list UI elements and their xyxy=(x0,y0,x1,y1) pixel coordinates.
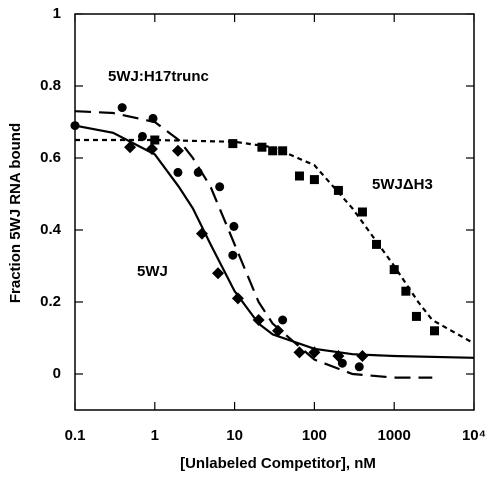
x-tick-label: 1000 xyxy=(378,427,411,444)
point xyxy=(357,207,367,217)
y-tick-label: 0.8 xyxy=(40,77,61,94)
point xyxy=(215,182,225,192)
point xyxy=(268,146,278,156)
series-label: 5WJΔH3 xyxy=(372,176,433,193)
point xyxy=(228,139,238,149)
point xyxy=(195,227,208,240)
point xyxy=(371,239,381,249)
y-tick-label: 0.4 xyxy=(40,221,62,238)
fit-line xyxy=(74,124,475,359)
point xyxy=(309,175,319,185)
point xyxy=(212,267,225,280)
x-tick-label: 1 xyxy=(151,427,159,444)
point xyxy=(229,221,239,231)
point xyxy=(252,314,265,326)
point xyxy=(228,250,238,260)
point xyxy=(193,167,203,177)
point xyxy=(337,358,347,368)
y-axis-label: Fraction 5WJ RNA bound xyxy=(7,123,24,303)
point xyxy=(401,286,411,296)
plot-frame xyxy=(74,13,475,411)
x-tick-label: 10⁴ xyxy=(462,427,486,444)
point xyxy=(333,185,343,195)
fit-line xyxy=(75,138,475,345)
point xyxy=(145,143,158,155)
point xyxy=(356,350,369,362)
x-tick-label: 10 xyxy=(226,427,243,444)
y-tick-label: 0.2 xyxy=(40,293,61,310)
x-tick-label: 0.1 xyxy=(65,427,86,444)
point xyxy=(389,265,399,275)
point xyxy=(117,103,127,113)
point xyxy=(148,113,158,123)
y-tick-label: 1 xyxy=(53,5,61,22)
point xyxy=(272,324,285,337)
series-label: 5WJ:H17trunc xyxy=(108,68,209,85)
point xyxy=(278,315,288,325)
point xyxy=(293,346,306,359)
series-label: 5WJ xyxy=(137,263,168,280)
point xyxy=(231,292,244,305)
x-tick-label: 100 xyxy=(302,427,327,444)
point xyxy=(278,146,288,156)
point xyxy=(171,144,184,157)
point xyxy=(308,346,321,359)
point xyxy=(294,171,304,181)
point xyxy=(257,142,267,152)
y-tick-label: 0 xyxy=(53,365,61,382)
point xyxy=(354,362,364,372)
point xyxy=(173,167,183,177)
point xyxy=(137,131,147,141)
point xyxy=(70,121,80,131)
point xyxy=(150,135,160,145)
y-tick-label: 0.6 xyxy=(40,149,61,166)
point xyxy=(124,141,137,154)
x-axis-label: [Unlabeled Competitor], nM xyxy=(180,455,376,472)
point xyxy=(411,311,421,321)
point xyxy=(430,326,440,336)
